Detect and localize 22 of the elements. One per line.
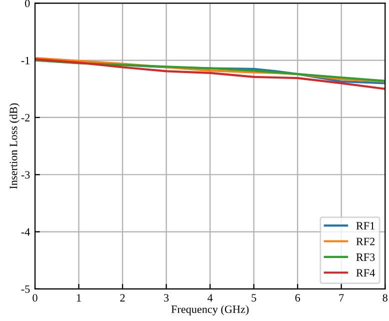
x-tick-label: 6 [295,294,300,302]
x-tick-label: 3 [164,294,169,302]
y-axis-title: Insertion Loss (dB) [9,103,20,189]
legend-label: RF2 [356,238,374,246]
y-tick-label: -4 [21,228,30,236]
y-tick-label: 0 [25,0,30,8]
legend-label: RF3 [356,253,375,261]
x-tick-label: 0 [32,294,38,302]
x-tick-label: 8 [382,294,388,302]
y-tick-label: -2 [21,114,30,122]
x-tick-label: 1 [76,294,81,302]
y-tick-label: -3 [21,171,30,179]
x-tick-label: 5 [252,294,256,302]
x-tick-label: 2 [120,294,125,302]
line-series [35,58,386,90]
legend-label: RF1 [356,222,374,230]
x-axis-title: Frequency (GHz) [171,305,249,316]
x-tick-label: 4 [208,294,213,302]
legend-label: RF4 [356,269,375,277]
y-tick-label: -5 [21,285,30,293]
x-tick-label: 7 [339,294,344,302]
y-tick-label: -1 [21,56,30,64]
